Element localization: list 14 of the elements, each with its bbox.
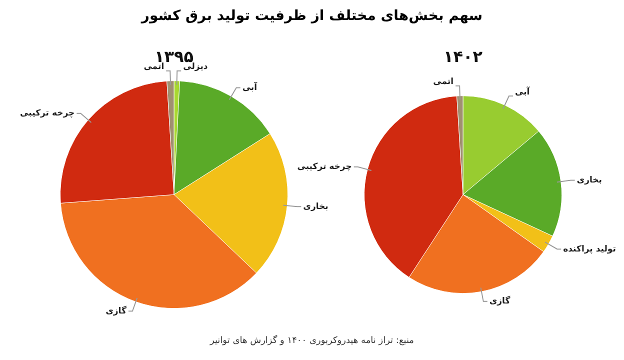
slice-label: بخاری (303, 202, 328, 212)
slice-label: اتمی (433, 77, 454, 88)
slice-label: چرخه ترکیبی (20, 108, 75, 119)
slice-label: تولید پراکنده (563, 244, 616, 254)
slice-label: گازی (106, 305, 126, 316)
slice-label: بخاری (576, 175, 602, 186)
slice-label: گازی (489, 296, 510, 307)
slice-label: چرخه ترکیبی (297, 162, 352, 172)
slice-label: آبی (514, 85, 531, 98)
text: منبع: تراز نامه هیدروکربوری ۱۴۰۰ و گزارش های توانیر (208, 336, 415, 346)
slice-label: آبی (242, 80, 258, 93)
slice-label: دیزلی (183, 62, 208, 72)
chart-title: سهم بخش‌های مختلف از ظرفیت تولید برق کشور (140, 8, 484, 24)
chart-subtitle: ۱۴۰۲ (443, 46, 483, 66)
